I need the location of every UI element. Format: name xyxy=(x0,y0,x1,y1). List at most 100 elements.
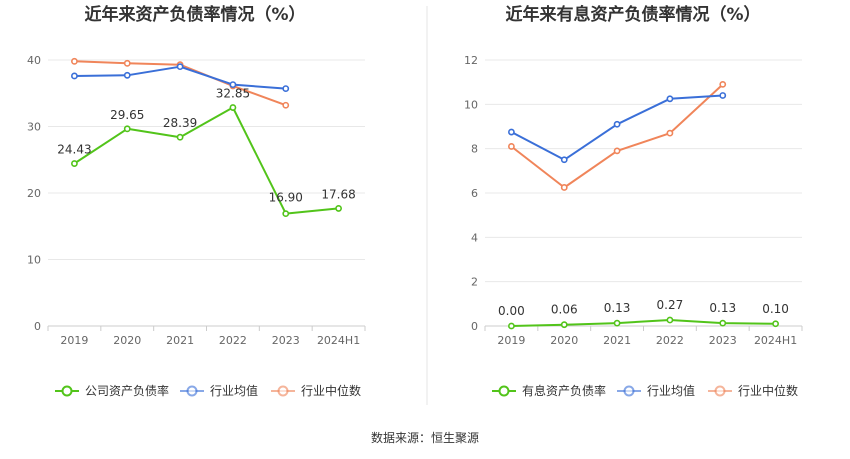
legend-label: 行业中位数 xyxy=(738,383,798,398)
x-tick-label: 2020 xyxy=(550,334,578,347)
data-point xyxy=(71,160,78,167)
data-point xyxy=(508,128,515,136)
legend-item: 行业中位数 xyxy=(708,383,798,398)
series-line xyxy=(510,83,724,189)
series-line xyxy=(511,319,776,327)
data-point xyxy=(229,81,237,89)
x-tick-label: 2024H1 xyxy=(754,334,797,347)
data-point xyxy=(560,321,568,329)
data-point xyxy=(613,120,621,128)
legend-item: 行业均值 xyxy=(180,383,258,398)
data-point xyxy=(613,147,621,155)
data-label: 16.90 xyxy=(269,191,303,205)
y-tick-label: 2 xyxy=(471,276,478,289)
data-point xyxy=(508,143,515,150)
data-label: 0.13 xyxy=(709,301,736,315)
chart-panel-2: 近年来有息资产负债率情况（%） 0 2 4 6 8 10 12 2019 2020 2021 2022… xyxy=(464,4,803,398)
data-point xyxy=(719,92,727,99)
x-tick-label: 2023 xyxy=(709,334,737,347)
data-label: 28.39 xyxy=(163,116,197,130)
data-label: 0.27 xyxy=(657,298,684,312)
data-label: 29.65 xyxy=(110,108,144,122)
x-tick-label: 2019 xyxy=(60,334,88,347)
series-industry-avg xyxy=(508,92,727,164)
data-point xyxy=(71,72,78,80)
data-point xyxy=(613,319,621,327)
data-point xyxy=(772,320,779,328)
series-company xyxy=(71,104,342,218)
data-label: 0.00 xyxy=(498,304,525,318)
legend-item: 有息资产负债率 xyxy=(492,383,606,398)
y-tick-label: 12 xyxy=(464,54,478,67)
data-point xyxy=(335,205,342,212)
data-point xyxy=(229,104,237,111)
y-tick-label: 4 xyxy=(471,231,478,244)
x-tick-label: 2022 xyxy=(656,334,684,347)
circle-line-marker-icon xyxy=(714,385,726,397)
legend-label: 行业均值 xyxy=(210,383,258,398)
legend-item: 行业中位数 xyxy=(271,383,361,398)
data-label: 32.85 xyxy=(216,87,250,101)
data-point xyxy=(176,133,184,141)
y-tick-label: 0 xyxy=(471,320,478,333)
source-text: 数据来源：恒生聚源 xyxy=(371,430,479,445)
legend: 有息资产负债率 行业均值 行业中位数 xyxy=(492,383,798,398)
data-point xyxy=(666,95,674,103)
y-tick-label: 30 xyxy=(27,121,41,134)
data-point xyxy=(176,63,184,71)
data-point xyxy=(719,80,727,88)
data-label: 0.10 xyxy=(762,302,789,316)
legend-item: 行业均值 xyxy=(617,383,695,398)
circle-line-marker-icon xyxy=(186,385,198,397)
data-point xyxy=(123,59,131,67)
circle-line-marker-icon xyxy=(498,385,510,397)
legend-label: 行业中位数 xyxy=(301,383,361,398)
y-tick-label: 10 xyxy=(27,254,41,267)
x-tick-label: 2020 xyxy=(113,334,141,347)
data-label: 24.43 xyxy=(57,143,91,157)
y-tick-label: 6 xyxy=(471,187,478,200)
chart-title: 近年来有息资产负债率情况（%） xyxy=(505,4,760,25)
series-industry-median xyxy=(508,80,727,191)
data-point xyxy=(123,125,131,133)
x-tick-label: 2021 xyxy=(166,334,194,347)
circle-line-marker-icon xyxy=(277,385,289,397)
data-point xyxy=(282,210,290,218)
series-company xyxy=(508,316,779,330)
legend: 公司资产负债率 行业均值 行业中位数 xyxy=(55,383,361,398)
x-tick-label: 2021 xyxy=(603,334,631,347)
y-tick-label: 20 xyxy=(27,187,41,200)
data-point xyxy=(282,85,290,92)
data-point xyxy=(719,319,727,327)
x-tick-label: 2023 xyxy=(272,334,300,347)
data-point xyxy=(666,316,674,324)
data-point xyxy=(666,129,674,137)
y-tick-label: 8 xyxy=(471,143,478,156)
y-tick-label: 10 xyxy=(464,98,478,111)
data-label: 17.68 xyxy=(321,187,355,201)
y-tick-label: 40 xyxy=(27,54,41,67)
y-tick-label: 0 xyxy=(34,320,41,333)
x-tick-label: 2022 xyxy=(219,334,247,347)
x-tick-label: 2019 xyxy=(497,334,525,347)
data-point xyxy=(71,57,78,65)
legend-item: 公司资产负债率 xyxy=(55,383,169,398)
chart-title: 近年来资产负债率情况（%） xyxy=(84,4,305,25)
chart-panel-1: 近年来资产负债率情况（%） 0 10 20 30 40 2019 2020 2021 2022 20… xyxy=(27,4,366,398)
data-label: 0.06 xyxy=(551,303,578,317)
x-tick-label: 2024H1 xyxy=(317,334,360,347)
data-point xyxy=(560,184,568,191)
series-industry-avg xyxy=(71,63,290,92)
data-label: 0.13 xyxy=(604,301,631,315)
circle-line-marker-icon xyxy=(623,385,635,397)
data-point xyxy=(508,322,515,330)
data-point xyxy=(123,71,131,79)
legend-label: 公司资产负债率 xyxy=(85,383,169,398)
series-line xyxy=(73,106,339,215)
legend-label: 行业均值 xyxy=(647,383,695,398)
data-point xyxy=(560,156,568,164)
circle-line-marker-icon xyxy=(61,385,73,397)
data-point xyxy=(282,101,290,109)
